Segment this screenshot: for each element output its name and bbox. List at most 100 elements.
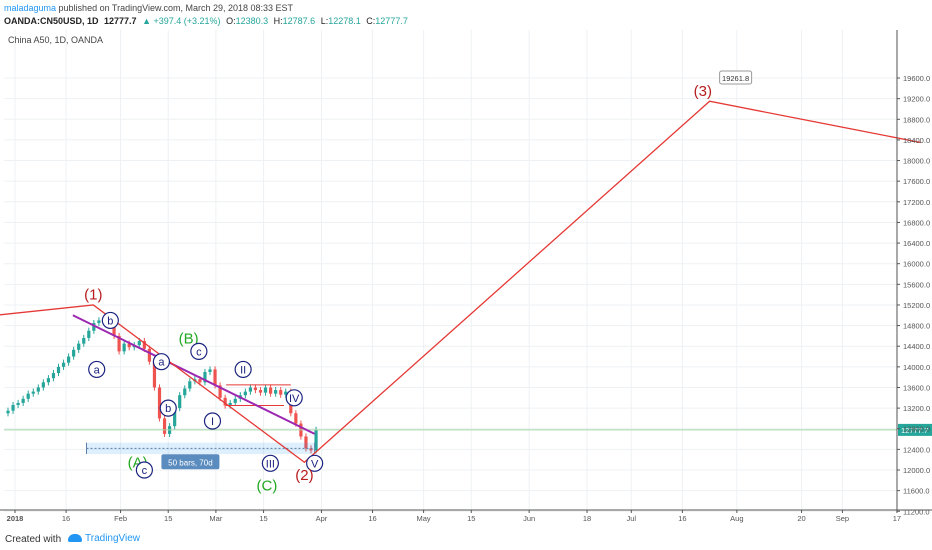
candle-body — [309, 448, 313, 451]
change-value: ▲ +397.4 (+3.21%) — [142, 16, 221, 26]
tradingview-brand[interactable]: TradingView — [68, 533, 140, 544]
price-tick-label: 12800.0 — [903, 425, 930, 434]
candle-body — [279, 390, 283, 395]
candle-body — [304, 436, 308, 449]
price-tick-label: 15200.0 — [903, 301, 930, 310]
price-tick-label: 13600.0 — [903, 383, 930, 392]
time-tick-label: Apr — [316, 514, 328, 523]
price-tick-label: 12400.0 — [903, 445, 930, 454]
candle-body — [117, 335, 121, 352]
candle-body — [218, 385, 222, 398]
target-price-box — [719, 70, 753, 85]
wave-label-circle — [190, 342, 208, 360]
wave-label-text: IV — [289, 393, 300, 405]
candle-body — [178, 395, 182, 409]
wave-label-text: V — [311, 458, 319, 470]
open-value: 12380.3 — [235, 16, 269, 26]
candle-body — [77, 343, 81, 350]
candle-body — [223, 397, 227, 406]
time-tick-label: 17 — [893, 514, 901, 523]
price-tick-label: 19200.0 — [903, 95, 930, 104]
candle-body — [314, 429, 318, 451]
candle-body — [269, 387, 273, 394]
candle-body — [203, 372, 207, 383]
candle-body — [208, 369, 212, 373]
price-tick-label: 18000.0 — [903, 157, 930, 166]
close-label: C: — [366, 16, 376, 26]
wave-label-text: I — [211, 416, 214, 428]
wave-label-circle — [261, 454, 279, 472]
candle-body — [258, 390, 263, 393]
low-value: 12278.1 — [328, 16, 361, 26]
candle-body — [137, 341, 141, 346]
open-label: O: — [226, 16, 236, 26]
wave-label-circle — [234, 360, 252, 379]
wave-path — [0, 100, 921, 464]
time-tick-label: 18 — [583, 514, 591, 523]
candle-body — [11, 405, 15, 411]
wave-label-text: II — [240, 364, 246, 376]
time-tick-label: 2018 — [7, 514, 24, 523]
candle-body — [263, 387, 268, 393]
publish-line: maladaguma published on TradingView.com,… — [4, 3, 293, 13]
candle-body — [157, 387, 162, 419]
time-tick-label: May — [417, 514, 431, 523]
time-tick-label: Feb — [114, 514, 127, 523]
wave-label-circle — [152, 353, 171, 371]
wave-label-circle — [306, 454, 324, 472]
wave-label-text: (B) — [179, 330, 199, 347]
trendline — [72, 314, 316, 435]
wave-label-text: c — [142, 465, 148, 477]
price-tick-label: 13200.0 — [903, 404, 930, 413]
wave-label-text: (C) — [257, 477, 278, 494]
ohlc-line: OANDA:CN50USD, 1D 12777.7 ▲ +397.4 (+3.2… — [4, 16, 411, 26]
price-tick-label: 16000.0 — [903, 260, 930, 269]
candle-body — [173, 408, 177, 427]
candle-body — [188, 381, 192, 389]
price-tick-label: 19600.0 — [903, 74, 930, 83]
author-link[interactable]: maladaguma — [4, 3, 57, 13]
time-tick-label: 15 — [467, 514, 475, 523]
candle-body — [243, 391, 247, 396]
candle-body — [56, 366, 61, 374]
price-tick-label: 14400.0 — [903, 342, 930, 351]
wave-label-text: (2) — [295, 467, 313, 484]
candle-body — [198, 379, 202, 383]
wave-label-circle — [101, 311, 119, 330]
close-value: 12777.7 — [375, 16, 408, 26]
price-tick-label: 11200.0 — [903, 507, 930, 516]
candle-body — [162, 418, 167, 434]
candle-body — [6, 410, 10, 414]
candle-body — [253, 387, 258, 391]
wave-label-text: a — [158, 357, 165, 369]
candle-body — [51, 373, 56, 379]
candle-body — [16, 402, 20, 406]
price-chart[interactable]: China A50, 1D, OANDA 50 bars, 70d 12777.7… — [0, 30, 932, 530]
high-label: H: — [273, 16, 283, 26]
symbol-label: OANDA:CN50USD, 1D — [4, 16, 99, 26]
candle-body — [248, 387, 252, 392]
chart-title: China A50, 1D, OANDA — [8, 35, 103, 45]
wave-label-text: c — [196, 346, 202, 358]
time-tick-label: 16 — [368, 514, 376, 523]
candle-body — [142, 341, 146, 349]
candle-body — [147, 348, 151, 362]
wave-label-text: a — [94, 364, 101, 376]
candle-body — [274, 390, 278, 394]
candle-body — [233, 398, 237, 403]
candle-body — [127, 343, 131, 348]
price-tick-label: 17200.0 — [903, 198, 930, 207]
price-tick-label: 18400.0 — [903, 136, 930, 145]
high-value: 12787.6 — [282, 16, 316, 26]
price-tick-label: 14800.0 — [903, 322, 930, 331]
wave-label-circle — [88, 360, 106, 379]
candle-body — [31, 391, 35, 394]
last-price: 12777.7 — [104, 16, 137, 26]
candle-body — [72, 349, 76, 357]
time-tick-label: Mar — [209, 514, 222, 523]
tradingview-brand-label: TradingView — [85, 533, 141, 544]
low-label: L: — [320, 16, 329, 26]
candle-body — [46, 378, 50, 383]
wave-label-circle — [135, 461, 153, 479]
